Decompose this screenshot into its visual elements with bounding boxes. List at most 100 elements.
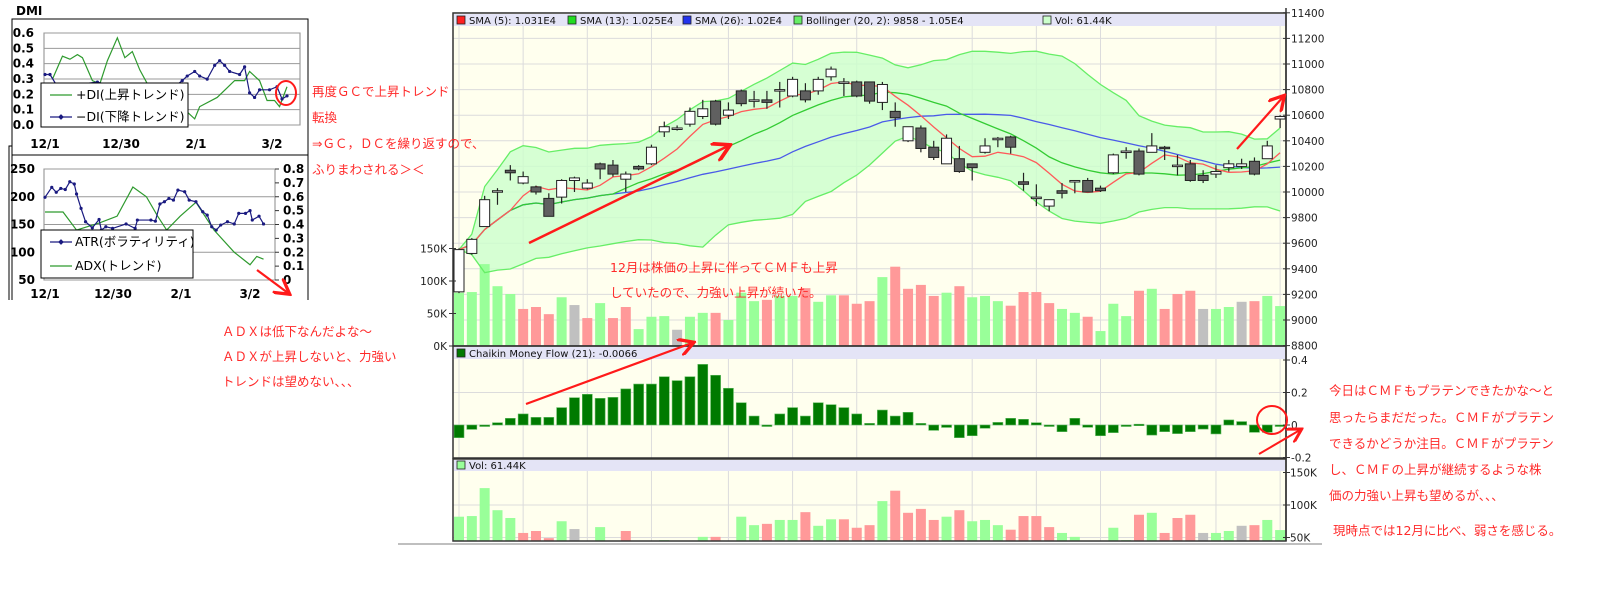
vol-legend-label: Vol: 61.44K xyxy=(469,461,526,472)
minus-di-label: −DI(下降トレンド) xyxy=(76,109,185,124)
candle xyxy=(568,177,580,181)
adjacent-frame xyxy=(8,145,12,300)
volume-pane-bar xyxy=(1185,514,1196,541)
cmf-bar xyxy=(1223,419,1235,426)
candle xyxy=(1107,154,1119,174)
volume-bar xyxy=(877,277,888,346)
volume-pane-bar xyxy=(1108,527,1119,541)
volume-pane-bar xyxy=(941,516,952,541)
cmf-bar xyxy=(787,407,798,426)
candle xyxy=(620,173,632,180)
atr-point xyxy=(205,213,209,217)
volume-pane-bar xyxy=(1133,514,1144,541)
volume-bar xyxy=(1223,307,1234,346)
candle xyxy=(1261,145,1273,160)
cmf-bar xyxy=(556,407,567,426)
cmf-bar xyxy=(1236,421,1247,426)
volume-bar xyxy=(1057,308,1068,346)
candle xyxy=(466,238,478,254)
volume-bar xyxy=(1005,305,1016,346)
cmf-bar xyxy=(774,413,786,426)
atr-point xyxy=(250,218,254,222)
volume-pane-bar xyxy=(1172,518,1183,541)
cmf-bar xyxy=(646,383,657,426)
candle xyxy=(1146,145,1158,153)
volume-pane-bar xyxy=(454,516,464,541)
volume-bar xyxy=(915,284,926,346)
dmi-top-legend: +DI(上昇トレンド) −DI(下降トレンド) xyxy=(40,82,189,128)
atr-y-tick: 200 xyxy=(10,190,35,204)
atr-point xyxy=(257,214,261,218)
bollinger-upper-line xyxy=(458,50,1281,251)
volume-bar xyxy=(749,301,760,346)
volume-bar xyxy=(710,312,721,346)
candle xyxy=(607,164,619,175)
volume-pane-bar xyxy=(556,521,567,541)
volume-bar xyxy=(1185,290,1196,346)
volume-pane-bar xyxy=(851,527,862,541)
atr-point xyxy=(59,186,63,191)
volume-bar xyxy=(1159,308,1170,346)
dmi-x-tick: 12/1 xyxy=(30,137,59,151)
volume-pane-bar xyxy=(903,512,914,541)
volume-bar xyxy=(530,307,541,346)
cmf-bar xyxy=(1018,419,1029,426)
legend-swatch xyxy=(456,15,466,25)
adx-y-tick: 0.2 xyxy=(283,245,304,259)
volume-pane-tick-label: 100K xyxy=(1290,500,1318,512)
cmf-bar xyxy=(658,376,670,426)
candle xyxy=(1223,163,1235,169)
volume-bar xyxy=(1198,308,1209,346)
candle xyxy=(787,78,799,97)
atr-point xyxy=(261,222,266,226)
volume-bar xyxy=(659,316,670,346)
candle xyxy=(812,78,824,92)
minus-di-point xyxy=(213,63,217,67)
cmf-bar xyxy=(569,397,580,426)
vol-swatch xyxy=(456,460,466,470)
atr-point xyxy=(74,192,79,196)
atr-point xyxy=(176,188,180,192)
volume-bar xyxy=(633,329,644,346)
atr-point xyxy=(158,202,162,206)
price-tick-label: 9400 xyxy=(1291,264,1318,276)
dmi-x-tick: 3/2 xyxy=(261,137,282,151)
cmf-bar xyxy=(1056,424,1068,432)
candle xyxy=(825,68,837,78)
cmf-bar xyxy=(1043,424,1055,427)
volume-bar xyxy=(1095,331,1106,346)
cmf-bar xyxy=(479,424,490,427)
highlight-circle xyxy=(275,80,297,106)
dmi-x-tick: 12/1 xyxy=(30,287,59,301)
note-gc-3: ⇒ＧＣ，ＤＣを繰り返すので、 xyxy=(312,136,485,151)
atr-point xyxy=(79,206,83,211)
price-tick-label: 10800 xyxy=(1291,85,1324,97)
volume-bar xyxy=(761,299,772,346)
cmf-tick-label: 0.4 xyxy=(1291,355,1308,367)
volume-pane-bar xyxy=(915,508,926,541)
candle xyxy=(1069,179,1081,183)
minus-di-point xyxy=(185,74,189,78)
cmf-bar xyxy=(889,415,901,426)
candle xyxy=(928,146,940,158)
cmf-bar xyxy=(915,423,927,426)
adx-y-tick: 0.3 xyxy=(283,231,304,245)
atr-label: ATR(ボラティリティ) xyxy=(75,234,195,249)
atr-point xyxy=(63,187,67,192)
volume-pane-bar xyxy=(1018,516,1029,541)
candle xyxy=(902,126,914,142)
price-tick-label: 11000 xyxy=(1291,59,1324,71)
candle xyxy=(1210,171,1222,175)
volume-bar xyxy=(864,301,875,346)
price-tick-label: 11400 xyxy=(1291,8,1324,20)
volume-bar xyxy=(1275,306,1286,346)
candle xyxy=(1095,187,1106,192)
candle xyxy=(876,83,888,103)
volume-pane-bar xyxy=(479,488,490,541)
atr-point xyxy=(194,200,198,204)
volume-pane-bar xyxy=(967,521,978,541)
atr-point xyxy=(232,222,236,226)
candle xyxy=(1171,164,1183,168)
volume-pane-bar xyxy=(646,540,657,541)
cmf-bar xyxy=(607,397,619,426)
